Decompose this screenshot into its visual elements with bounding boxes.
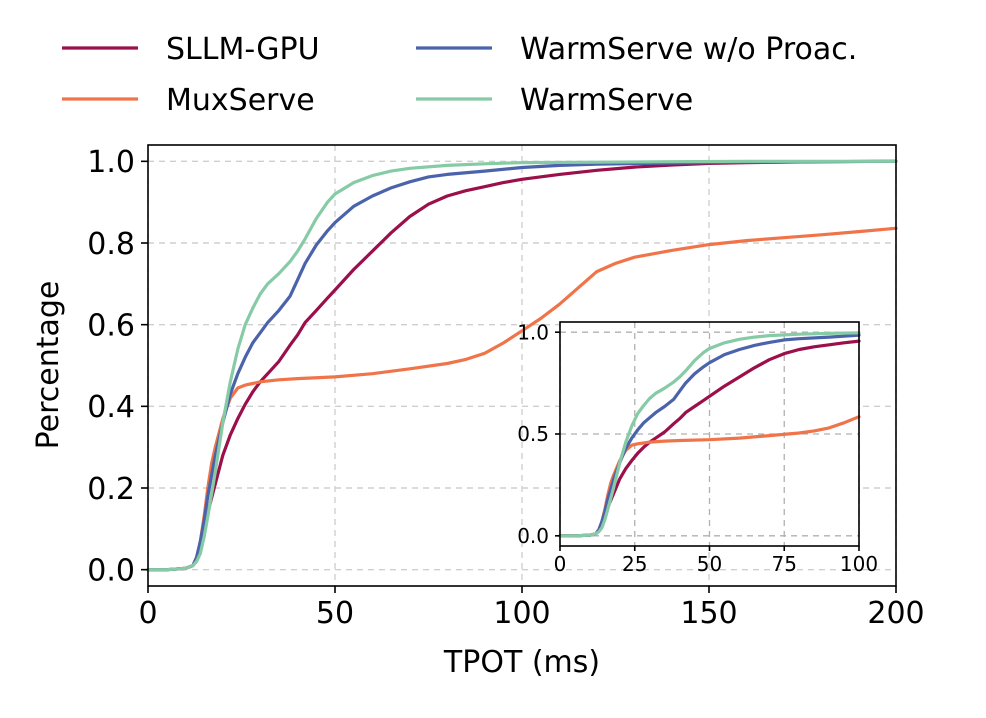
- legend: SLLM-GPU MuxServe WarmServe w/o Proac. Warm…: [62, 32, 857, 118]
- main-plot: 0 50 100 150 200 0.0 0.2 0.4 0.6 0.8 1.0 TPOT (ms)…: [31, 144, 925, 680]
- inset-series-line-warmserve-w-o-proac: [558, 333, 861, 538]
- inset-x-tick-label: 0: [554, 552, 567, 576]
- legend-label-sllm-gpu: SLLM-GPU: [166, 32, 320, 67]
- main-x-tick-label: 50: [316, 596, 354, 631]
- main-y-tick-label: 1.0: [87, 145, 135, 180]
- main-y-tick-label: 0.0: [87, 553, 135, 588]
- main-y-tick-label: 0.4: [87, 390, 135, 425]
- inset-x-tick-label: 50: [697, 552, 722, 576]
- inset-y-tick-label: 0.0: [517, 524, 549, 548]
- main-y-tick-label: 0.2: [87, 472, 135, 507]
- inset-series-group: [558, 331, 861, 538]
- inset-y-tick-label: 1.0: [517, 320, 549, 344]
- main-x-tick-label: 200: [867, 596, 924, 631]
- legend-label-warmserve: WarmServe: [520, 83, 693, 118]
- main-series-group: [146, 159, 898, 572]
- main-x-tick-label: 0: [138, 596, 157, 631]
- x-axis-label: TPOT (ms): [443, 645, 600, 680]
- inset-y-tick-label: 0.5: [517, 422, 549, 446]
- legend-label-warmserve-w-o-proac: WarmServe w/o Proac.: [520, 32, 857, 67]
- inset-x-tick-label: 100: [840, 552, 878, 576]
- main-series-line-warmserve-w-o-proac: [146, 159, 898, 572]
- inset-x-tick-label: 75: [772, 552, 797, 576]
- y-axis-label: Percentage: [31, 281, 66, 450]
- inset-ticks: 0 25 50 75 100 0.0 0.5 1.0: [517, 320, 878, 576]
- main-y-tick-label: 0.8: [87, 227, 135, 262]
- main-ticks: 0 50 100 150 200 0.0 0.2 0.4 0.6 0.8 1.0: [87, 145, 924, 631]
- inset-plot: 0 25 50 75 100 0.0 0.5 1.0: [517, 320, 878, 576]
- legend-label-muxserve: MuxServe: [166, 83, 315, 118]
- main-y-tick-label: 0.6: [87, 308, 135, 343]
- main-x-tick-label: 100: [493, 596, 550, 631]
- inset-series-line-warmserve: [558, 331, 861, 538]
- main-x-tick-label: 150: [680, 596, 737, 631]
- inset-x-tick-label: 25: [622, 552, 647, 576]
- main-series-line-warmserve: [146, 159, 898, 572]
